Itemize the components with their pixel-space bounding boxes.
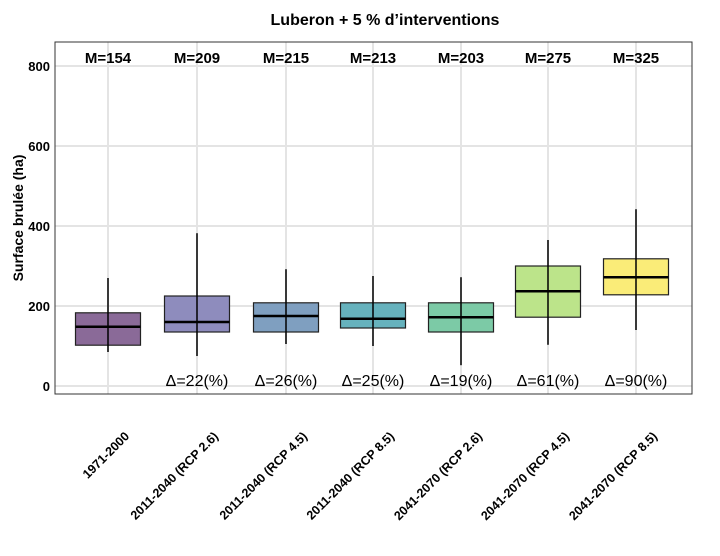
mean-label: M=154 xyxy=(85,50,132,67)
chart-title: Luberon + 5 % d’interventions xyxy=(271,12,500,29)
x-tick-label: 2011-2040 (RCP 2.6) xyxy=(128,429,221,522)
top-labels: M=154 M=209 M=215 M=213 M=203 M=275 M=325 xyxy=(85,50,659,67)
y-tick-label: 600 xyxy=(28,139,50,154)
delta-labels: Δ=22(%) Δ=26(%) Δ=25(%) Δ=19(%) Δ=61(%) Δ=90(… xyxy=(166,373,668,390)
boxes xyxy=(74,209,670,366)
mean-label: M=215 xyxy=(263,50,309,67)
delta-label: Δ=19(%) xyxy=(430,373,493,390)
x-tick-label: 2041-2070 (RCP 8.5) xyxy=(566,429,660,523)
delta-label: Δ=22(%) xyxy=(166,373,229,390)
y-tick-label: 800 xyxy=(28,59,50,74)
x-tick-label: 2041-2070 (RCP 2.6) xyxy=(391,429,485,523)
mean-label: M=275 xyxy=(525,50,571,67)
x-tick-label: 2011-2040 (RCP 8.5) xyxy=(304,429,397,522)
mean-label: M=213 xyxy=(350,50,396,67)
y-tick-label: 400 xyxy=(28,219,50,234)
delta-label: Δ=90(%) xyxy=(605,373,668,390)
mean-label: M=203 xyxy=(438,50,484,67)
y-tick-label: 200 xyxy=(28,299,50,314)
x-tick-label: 2011-2040 (RCP 4.5) xyxy=(217,429,310,522)
mean-label: M=325 xyxy=(613,50,659,67)
delta-label: Δ=25(%) xyxy=(342,373,405,390)
x-tick-label: 1971-2000 xyxy=(80,429,132,481)
x-tick-label: 2041-2070 (RCP 4.5) xyxy=(478,429,572,523)
delta-label: Δ=26(%) xyxy=(255,373,318,390)
y-axis: 0 200 400 600 800 xyxy=(28,59,50,394)
y-tick-label: 0 xyxy=(43,379,50,394)
y-axis-label: Surface brulée (ha) xyxy=(10,155,26,282)
mean-label: M=209 xyxy=(174,50,220,67)
delta-label: Δ=61(%) xyxy=(517,373,580,390)
plot-frame xyxy=(54,41,693,395)
